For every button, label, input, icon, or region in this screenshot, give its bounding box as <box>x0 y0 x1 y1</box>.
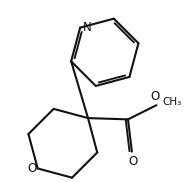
Text: N: N <box>83 21 92 34</box>
Text: O: O <box>150 90 160 103</box>
Text: CH₃: CH₃ <box>163 97 182 107</box>
Text: O: O <box>27 162 37 175</box>
Text: O: O <box>128 155 137 168</box>
